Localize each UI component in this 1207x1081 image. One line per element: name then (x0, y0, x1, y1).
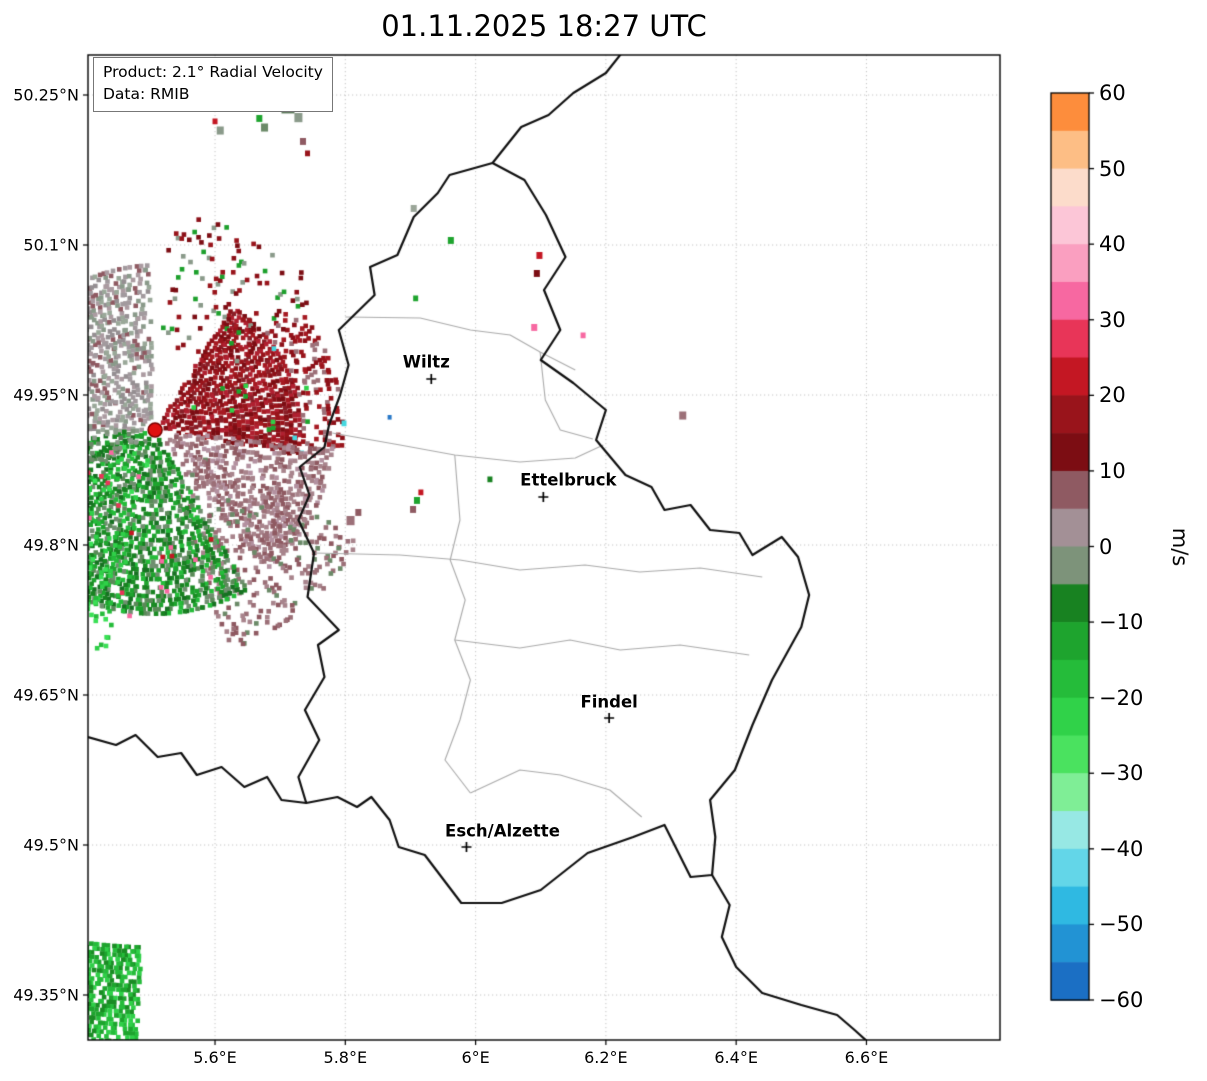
lat-tick-label: 49.95°N (13, 385, 79, 405)
lon-tick-label: 6.6°E (844, 1048, 889, 1067)
colorbar-tick-label: 60 (1099, 81, 1126, 105)
data-source-line: Data: RMIB (103, 85, 190, 104)
city-label-ettelbruck: Ettelbruck (520, 470, 617, 490)
lat-tick-label: 49.5°N (23, 835, 79, 855)
product-line: Product: 2.1° Radial Velocity (103, 63, 323, 81)
city-label-findel: Findel (580, 692, 638, 712)
lon-tick-label: 5.8°E (323, 1048, 368, 1067)
city-label-wiltz: Wiltz (402, 352, 450, 372)
colorbar-tick-label: −10 (1099, 610, 1144, 635)
colorbar-tick-label: 0 (1099, 534, 1113, 559)
plot-title: 01.11.2025 18:27 UTC (381, 9, 707, 43)
lat-tick-label: 49.35°N (13, 985, 79, 1005)
lat-tick-label: 50.1°N (23, 235, 79, 255)
colorbar-tick-label: 50 (1099, 156, 1126, 181)
lat-tick-label: 49.65°N (13, 685, 79, 705)
lat-tick-label: 50.25°N (13, 85, 79, 105)
colorbar-tick-label: −40 (1099, 836, 1144, 861)
lon-tick-label: 5.6°E (193, 1048, 237, 1067)
colorbar-tick-label: 30 (1099, 307, 1126, 332)
colorbar-tick-label: 40 (1099, 232, 1126, 257)
colorbar-tick-label: 10 (1099, 458, 1126, 483)
lon-tick-label: 6°E (461, 1048, 490, 1067)
colorbar-tick-label: −20 (1099, 685, 1144, 710)
lon-tick-label: 6.2°E (584, 1048, 628, 1067)
product-info-box: Product: 2.1° Radial Velocity Data: RMIB (93, 57, 333, 112)
colorbar-tick-label: −30 (1099, 761, 1144, 786)
colorbar-tick-label: 20 (1099, 383, 1126, 408)
colorbar-unit-label: m/s (1168, 527, 1192, 566)
lat-tick-label: 49.8°N (23, 535, 79, 555)
lon-tick-label: 6.4°E (714, 1048, 758, 1067)
colorbar-tick-label: −60 (1099, 988, 1144, 1012)
city-label-esch-alzette: Esch/Alzette (445, 821, 560, 841)
colorbar-tick-label: −50 (1099, 912, 1144, 937)
